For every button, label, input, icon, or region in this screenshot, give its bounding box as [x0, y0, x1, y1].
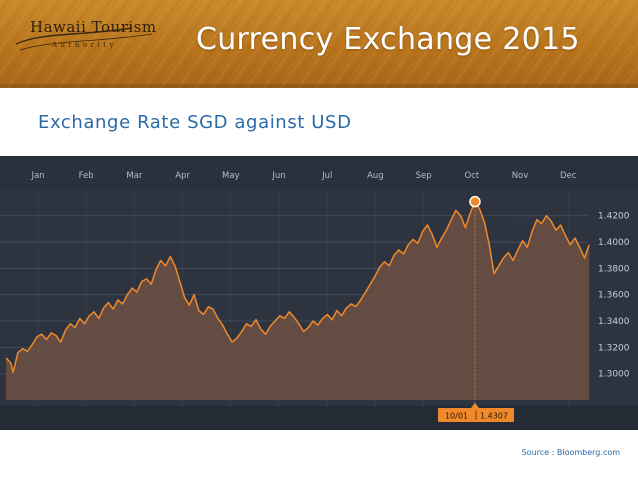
source-note: Source : Bloomberg.com [521, 448, 620, 457]
page-title: Currency Exchange 2015 [196, 22, 580, 57]
date-callout-date: 10/01 [445, 412, 468, 421]
month-tick-label: Apr [175, 171, 190, 181]
y-tick-label: 1.4000 [598, 238, 630, 248]
month-tick-label: Mar [126, 171, 143, 181]
exchange-rate-chart: Jan Feb Mar Apr May Jun Jul Aug Sep Oct Nov Dec 1.42… [0, 156, 638, 430]
y-tick-label: 1.3800 [598, 264, 630, 274]
month-tick-label: Jan [30, 171, 44, 181]
header-banner: Hawaii Tourism Authority Currency Exchan… [0, 0, 638, 88]
series-line [5, 200, 590, 374]
month-tick-label: May [222, 171, 240, 181]
y-tick-label: 1.3200 [598, 343, 630, 353]
highlight-point [469, 195, 481, 208]
y-tick-label: 1.3400 [598, 317, 630, 327]
date-callout-pointer [470, 403, 479, 408]
date-axis-band [0, 406, 638, 430]
y-tick-label: 1.4200 [598, 212, 630, 222]
hawaii-tourism-logo: Hawaii Tourism Authority [12, 14, 162, 64]
banner-texture [0, 0, 638, 88]
month-tick-label: Aug [367, 171, 384, 181]
month-tick-label: Oct [464, 171, 479, 181]
logo-swoosh-icon [15, 27, 153, 51]
month-tick-label: Dec [560, 171, 577, 181]
logo-text: Hawaii Tourism [30, 18, 157, 36]
y-tick-label: 1.3000 [598, 370, 630, 380]
month-tick-label: Nov [512, 171, 529, 181]
month-tick-label: Feb [79, 171, 94, 181]
month-tick-label: Sep [416, 171, 432, 181]
chart-subtitle: Exchange Rate SGD against USD [38, 112, 352, 133]
month-axis-band [0, 156, 638, 190]
area-fill [6, 201, 590, 400]
date-callout-value: 1.4307 [480, 412, 508, 421]
logo-subtext: Authority [52, 41, 117, 49]
y-tick-label: 1.3600 [598, 291, 630, 301]
month-tick-label: Jun [271, 171, 285, 181]
month-tick-label: Jul [321, 171, 332, 181]
